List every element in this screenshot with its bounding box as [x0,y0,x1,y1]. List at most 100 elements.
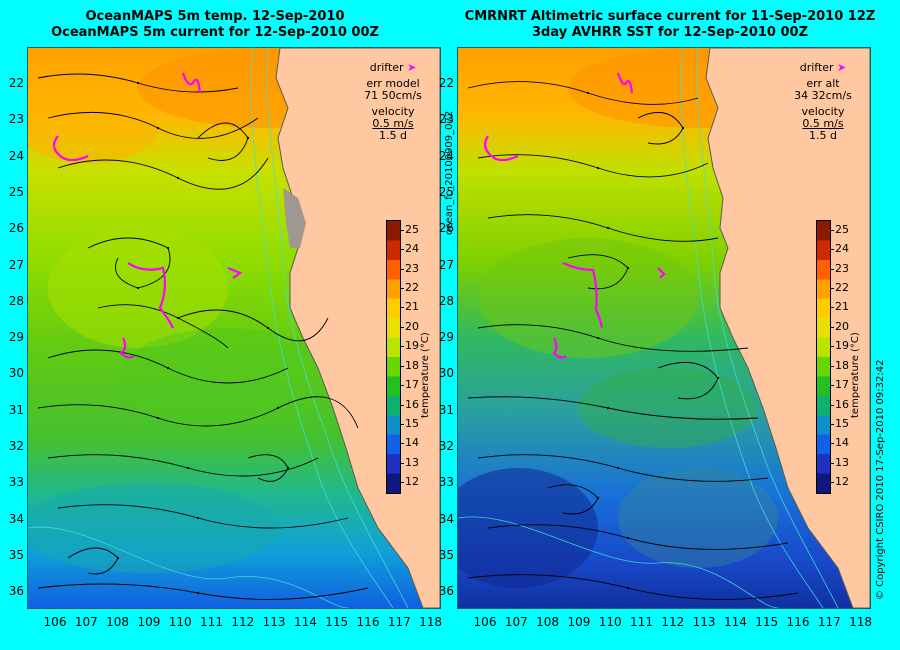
left-legend-drifter: drifter [369,61,404,74]
lon-label: 108 [536,615,560,629]
colorbar-tick-mark [830,326,834,328]
right-title-line1: CMRNRT Altimetric surface current for 11… [464,9,876,24]
colorbar-tick-label: 19 [835,339,849,353]
lat-label: 24 [438,148,454,163]
lat-label: 31 [438,402,454,417]
lon-label: 112 [231,615,255,629]
colorbar-tick-label: 17 [405,378,419,392]
left-legend-velocity: velocity [371,105,415,118]
lat-label: 33 [8,475,24,490]
left-colorbar [386,220,401,494]
left-legend: drifter ➤ err model 71 50cm/s velocity 0… [348,62,438,142]
colorbar-tick-label: 23 [835,261,849,275]
colorbar-tick-label: 12 [835,475,849,489]
lon-label: 110 [598,615,622,629]
lat-label: 34 [8,511,24,526]
lat-label: 27 [8,257,24,272]
colorbar-tick-label: 18 [405,358,419,372]
right-legend: drifter ➤ err alt 34 32cm/s velocity 0.5… [778,62,868,142]
colorbar-tick-mark [400,462,404,464]
lat-label: 35 [8,547,24,562]
colorbar-tick-label: 25 [835,222,849,236]
colorbar-tick-label: 25 [405,222,419,236]
colorbar-tick-label: 18 [835,358,849,372]
colorbar-tick-mark [830,443,834,445]
right-title-line2: 3day AVHRR SST for 12-Sep-2010 00Z [531,25,809,40]
right-legend-duration: 1.5 d [809,129,837,142]
left-title-line1: OceanMAPS 5m temp. 12-Sep-2010 [85,9,345,24]
lon-label: 114 [293,615,317,629]
left-legend-err-value: 71 50cm/s [364,89,422,102]
forecast-id-label: ocean_fc_20100909_072 [444,110,455,235]
right-title: CMRNRT Altimetric surface current for 11… [445,9,895,41]
colorbar-tick-mark [830,365,834,367]
colorbar-tick-label: 15 [835,417,849,430]
colorbar-tick-mark [830,424,834,425]
lon-label: 117 [387,615,411,629]
colorbar-tick-mark [830,385,834,387]
colorbar-tick-mark [830,346,834,348]
right-legend-velocity: velocity [801,105,845,118]
colorbar-tick-label: 17 [835,378,849,392]
lon-label: 108 [106,615,130,629]
right-legend-err-value: 34 32cm/s [794,89,852,102]
lat-label: 30 [438,366,454,381]
right-map-panel[interactable]: drifter ➤ err alt 34 32cm/s velocity 0.5… [457,47,871,609]
colorbar-tick-label: 24 [835,242,849,256]
lat-label: 26 [438,221,454,236]
colorbar-tick-label: 14 [835,436,849,450]
lat-label: 26 [8,221,24,236]
colorbar-tick-label: 16 [405,397,419,411]
colorbar-tick-mark [400,346,404,348]
lat-label: 25 [438,184,454,199]
lon-label: 116 [786,615,810,629]
colorbar-tick-label: 19 [405,339,419,353]
lat-label: 23 [438,112,454,127]
drifter-arrow-icon: ➤ [837,61,847,74]
lon-label: 110 [168,615,192,629]
current-streamlines [467,81,799,600]
colorbar-tick-label: 22 [835,281,849,294]
colorbar-tick-label: 21 [405,300,419,314]
lon-label: 115 [325,615,349,629]
colorbar-tick-label: 15 [405,417,419,430]
left-legend-err-label: err model [366,77,420,90]
lon-label: 114 [723,615,747,629]
lon-label: 109 [137,615,161,629]
colorbar-tick-mark [830,268,834,270]
lon-label: 118 [849,615,873,629]
lat-label: 28 [438,293,454,308]
colorbar-tick-mark [830,288,834,289]
colorbar-tick-label: 21 [835,300,849,314]
lat-label: 24 [8,148,24,163]
right-legend-drifter: drifter [799,61,834,74]
lon-label: 109 [567,615,591,629]
lon-label: 117 [817,615,841,629]
colorbar-tick-label: 23 [405,261,419,275]
colorbar-tick-mark [830,404,834,406]
lat-label: 28 [8,293,24,308]
colorbar-tick-mark [400,249,404,251]
left-map-panel[interactable]: drifter ➤ err model 71 50cm/s velocity 0… [27,47,441,609]
lat-label: 32 [438,439,454,453]
lat-label: 23 [8,112,24,127]
left-legend-duration: 1.5 d [379,129,407,142]
lat-label: 34 [438,511,454,526]
colorbar-tick-mark [830,482,834,484]
lat-label: 22 [8,76,24,90]
lon-label: 111 [200,615,223,629]
colorbar-tick-mark [400,307,404,309]
current-streamlines [37,73,369,600]
colorbar-tick-mark [830,229,834,231]
colorbar-tick-label: 22 [405,281,419,294]
lon-label: 113 [262,615,286,629]
right-colorbar [816,220,831,494]
lon-label: 106 [43,615,67,629]
shark-bay [283,188,306,248]
colorbar-tick-label: 14 [405,436,419,450]
left-title: OceanMAPS 5m temp. 12-Sep-2010 OceanMAPS… [20,9,410,41]
drifter-tracks [483,72,666,359]
lat-label: 36 [8,584,24,599]
lat-label: 32 [8,439,24,453]
right-legend-vel-scale: 0.5 m/s [802,117,844,130]
